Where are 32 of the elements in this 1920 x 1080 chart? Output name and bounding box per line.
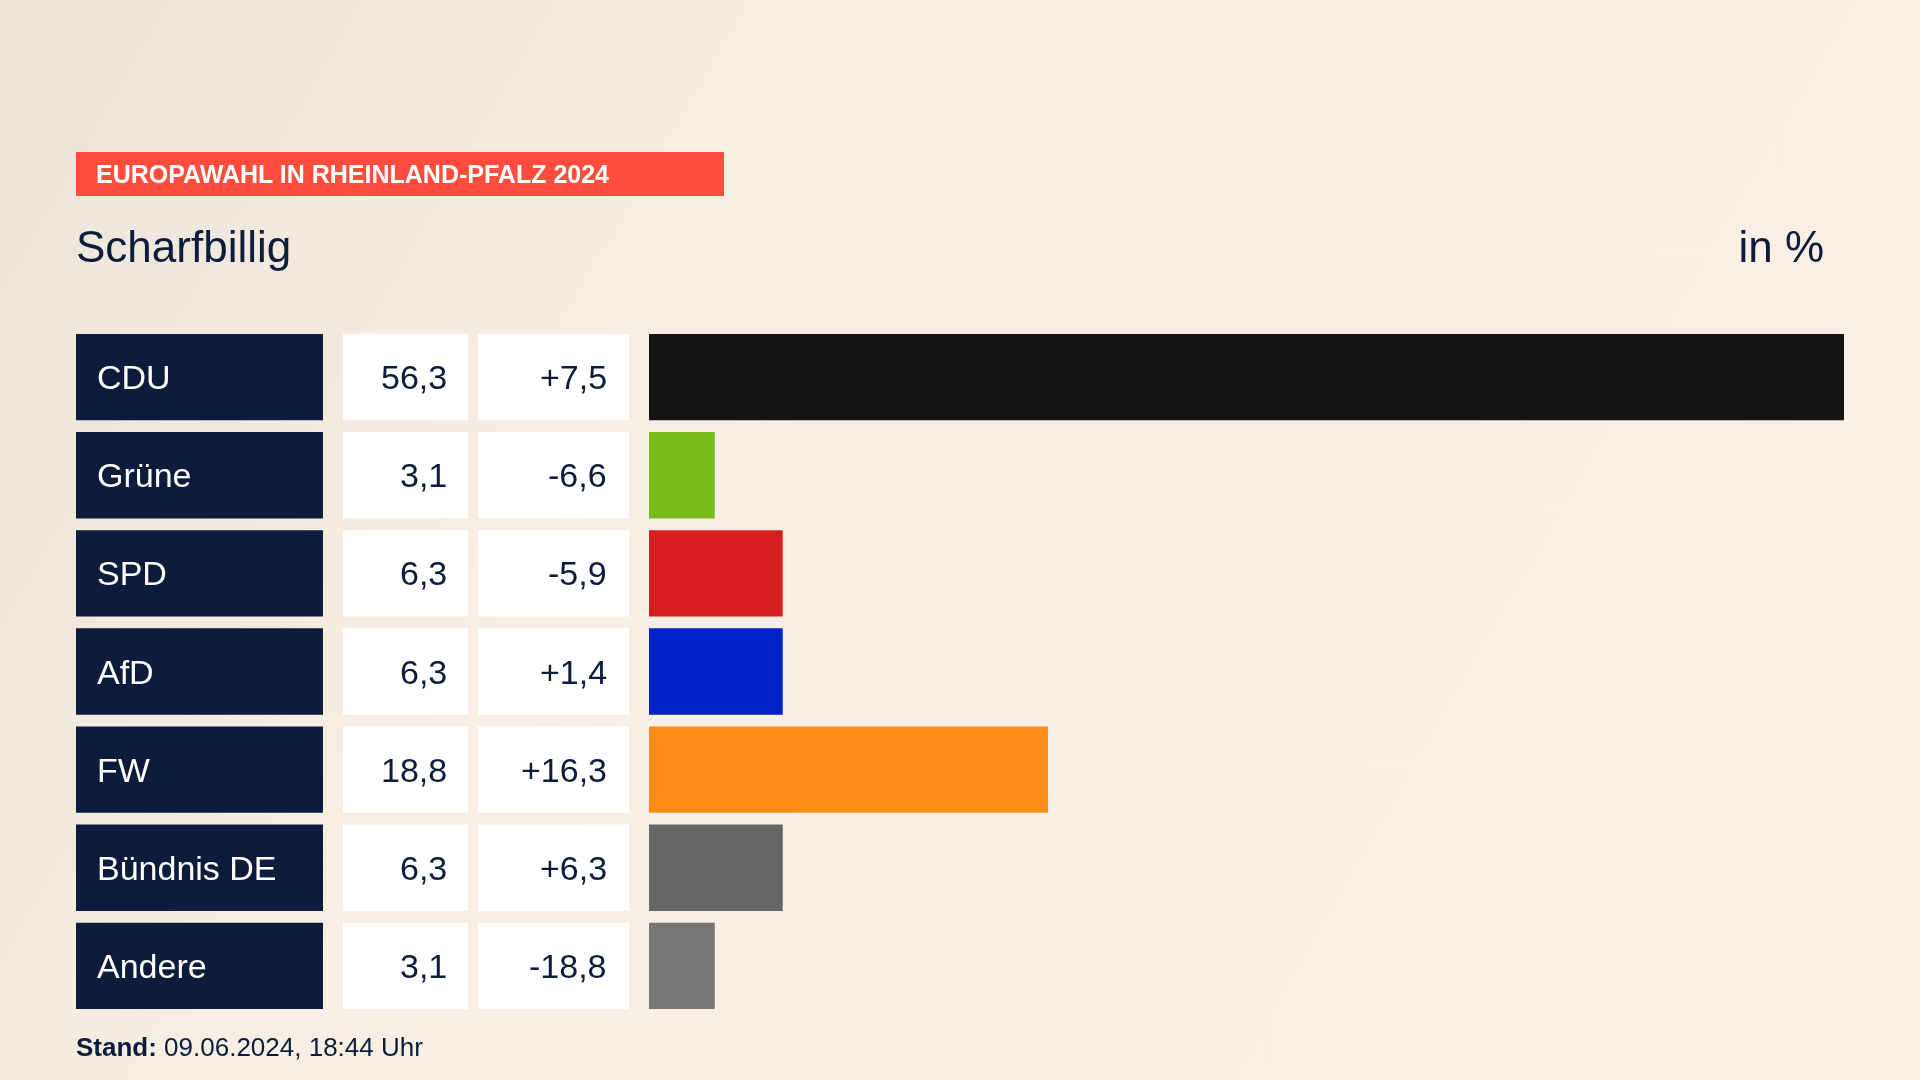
data-label: 6,3 [400,849,448,887]
y-tick-label: Grüne [97,456,192,494]
text: +7,5 [540,358,608,396]
data-label: 18,8 [381,751,448,789]
bar [649,530,783,617]
x-axis-title: in % [1738,222,1824,272]
data-label: 3,1 [400,456,448,494]
bar [649,628,783,715]
y-tick-label: SPD [97,554,167,592]
data-label: 3,1 [400,947,448,985]
bar [649,824,783,911]
y-tick-label: AfD [97,653,154,691]
text: +16,3 [521,751,608,789]
text: EUROPAWAHL IN RHEINLAND-PFALZ 2024 [76,152,724,196]
bar [649,922,715,1010]
bar [649,726,1049,813]
text: Stand: 09.06.2024, 18:44 Uhr [76,1032,423,1063]
y-tick-label: CDU [97,358,171,396]
bar [649,432,715,519]
bar [649,333,1844,421]
data-label: 6,3 [400,653,448,691]
y-tick-label: Bündnis DE [97,849,277,887]
data-label: 6,3 [400,554,448,592]
text: +1,4 [540,653,608,691]
text: -6,6 [548,456,607,494]
text: +6,3 [540,849,608,887]
y-tick-label: Andere [97,947,207,985]
text: -18,8 [529,947,607,985]
y-tick-label: FW [97,751,150,789]
text: Scharfbillig [76,222,292,272]
text: -5,9 [548,554,607,592]
data-label: 56,3 [381,358,448,396]
